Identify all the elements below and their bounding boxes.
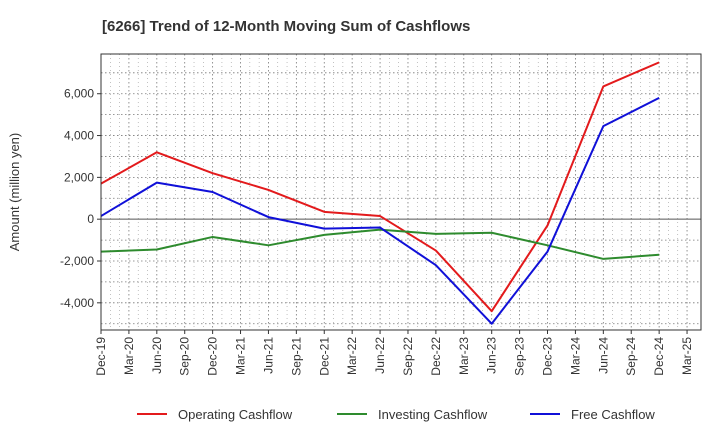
y-tick-label: 2,000 xyxy=(64,170,94,184)
x-tick-label: Sep-23 xyxy=(513,337,527,376)
y-axis-label: Amount (million yen) xyxy=(7,133,22,252)
x-tick-label: Mar-23 xyxy=(457,337,471,375)
x-axis-ticks: Dec-19 Mar-20 Jun-20 Sep-20 Dec-20 Mar-21 Jun-… xyxy=(94,330,694,376)
x-tick-label: Jun-20 xyxy=(150,337,164,374)
x-tick-label: Jun-21 xyxy=(261,337,275,374)
x-tick-label: Dec-24 xyxy=(652,337,666,376)
x-tick-label: Jun-22 xyxy=(373,337,387,374)
y-axis-ticks: -4,000 -2,000 0 2,000 4,000 6,000 xyxy=(60,87,101,310)
series-line-operating-cashflow xyxy=(100,61,660,313)
y-tick-label: 0 xyxy=(87,212,94,226)
x-tick-label: Mar-20 xyxy=(122,337,136,375)
x-tick-label: Mar-22 xyxy=(345,337,359,375)
y-tick-label: -2,000 xyxy=(60,254,94,268)
x-tick-label: Jun-24 xyxy=(596,337,610,374)
chart-title: [6266] Trend of 12-Month Moving Sum of C… xyxy=(102,18,470,35)
y-tick-label: 4,000 xyxy=(64,129,94,143)
x-tick-label: Dec-19 xyxy=(94,337,108,376)
x-tick-label: Sep-20 xyxy=(178,337,192,376)
grid-lines xyxy=(101,54,701,330)
legend-label: Free Cashflow xyxy=(571,407,655,422)
x-tick-label: Sep-24 xyxy=(624,337,638,376)
plot-area xyxy=(101,54,701,330)
legend-label: Operating Cashflow xyxy=(178,407,293,422)
x-tick-label: Dec-22 xyxy=(429,337,443,376)
x-tick-label: Dec-21 xyxy=(317,337,331,376)
x-tick-label: Sep-21 xyxy=(289,337,303,376)
x-tick-label: Mar-24 xyxy=(568,337,582,375)
x-tick-label: Dec-20 xyxy=(206,337,220,376)
x-tick-label: Jun-23 xyxy=(485,337,499,374)
plot-frame xyxy=(100,53,702,331)
series-line-investing-cashflow xyxy=(100,228,660,260)
x-tick-label: Sep-22 xyxy=(401,337,415,376)
legend-label: Investing Cashflow xyxy=(378,407,488,422)
legend: Operating Cashflow Investing Cashflow Free… xyxy=(137,407,655,422)
x-tick-label: Mar-21 xyxy=(234,337,248,375)
x-tick-label: Mar-25 xyxy=(680,337,694,375)
series-lines xyxy=(100,61,660,325)
series-line-free-cashflow xyxy=(100,97,660,325)
x-tick-label: Dec-23 xyxy=(541,337,555,376)
y-tick-label: 6,000 xyxy=(64,87,94,101)
y-tick-label: -4,000 xyxy=(60,296,94,310)
